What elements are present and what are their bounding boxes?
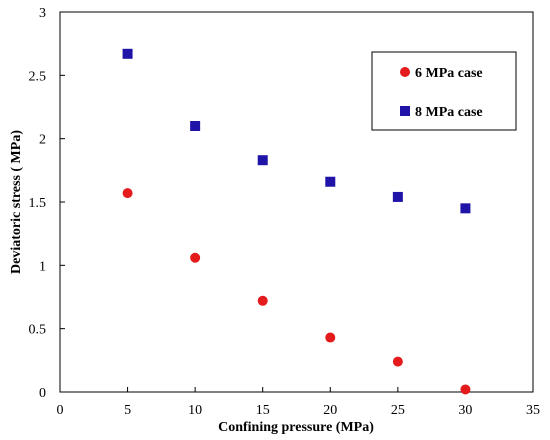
data-point xyxy=(392,356,403,367)
y-tick-label: 3 xyxy=(39,6,46,21)
data-point xyxy=(190,252,201,263)
x-tick-label: 20 xyxy=(323,403,337,418)
x-tick-label: 15 xyxy=(256,403,270,418)
y-tick-label: 0.5 xyxy=(29,323,47,338)
data-point xyxy=(122,48,133,59)
x-tick-label: 10 xyxy=(188,403,202,418)
legend-box xyxy=(371,51,517,131)
data-point xyxy=(460,384,471,395)
x-axis: 0 5 10 15 20 25 30 35 xyxy=(57,387,540,418)
legend: 6 MPa case 8 MPa case xyxy=(371,51,517,131)
data-series xyxy=(122,48,471,395)
data-point xyxy=(257,155,268,166)
data-point xyxy=(190,121,201,131)
y-tick-label: 0 xyxy=(39,386,46,401)
x-tick-label: 5 xyxy=(124,403,131,418)
y-tick-label: 2 xyxy=(39,133,46,148)
x-tick-label: 30 xyxy=(458,403,472,418)
x-tick-label: 25 xyxy=(391,403,405,418)
data-point xyxy=(460,203,471,214)
legend-label-8mpa: 8 MPa case xyxy=(415,105,483,120)
x-tick-label: 0 xyxy=(57,403,64,418)
y-tick-label: 1 xyxy=(39,259,46,274)
x-tick-label: 35 xyxy=(526,403,540,418)
data-point xyxy=(257,295,268,306)
y-tick-label: 1.5 xyxy=(29,196,47,211)
y-axis: 0 0.5 1 1.5 2 2.5 3 xyxy=(29,6,65,401)
y-tick-label: 2.5 xyxy=(29,69,47,84)
series-0 xyxy=(122,188,471,395)
data-point xyxy=(325,332,336,343)
data-point xyxy=(325,176,336,187)
legend-marker-6mpa xyxy=(400,67,410,77)
legend-label-6mpa: 6 MPa case xyxy=(415,66,483,81)
legend-marker-8mpa xyxy=(400,106,410,116)
y-axis-title: Deviatoric stress ( MPa) xyxy=(9,130,24,274)
data-point xyxy=(392,191,403,202)
data-point xyxy=(122,188,133,199)
series-1 xyxy=(122,48,471,214)
x-axis-title: Confining pressure (MPa) xyxy=(218,420,374,435)
